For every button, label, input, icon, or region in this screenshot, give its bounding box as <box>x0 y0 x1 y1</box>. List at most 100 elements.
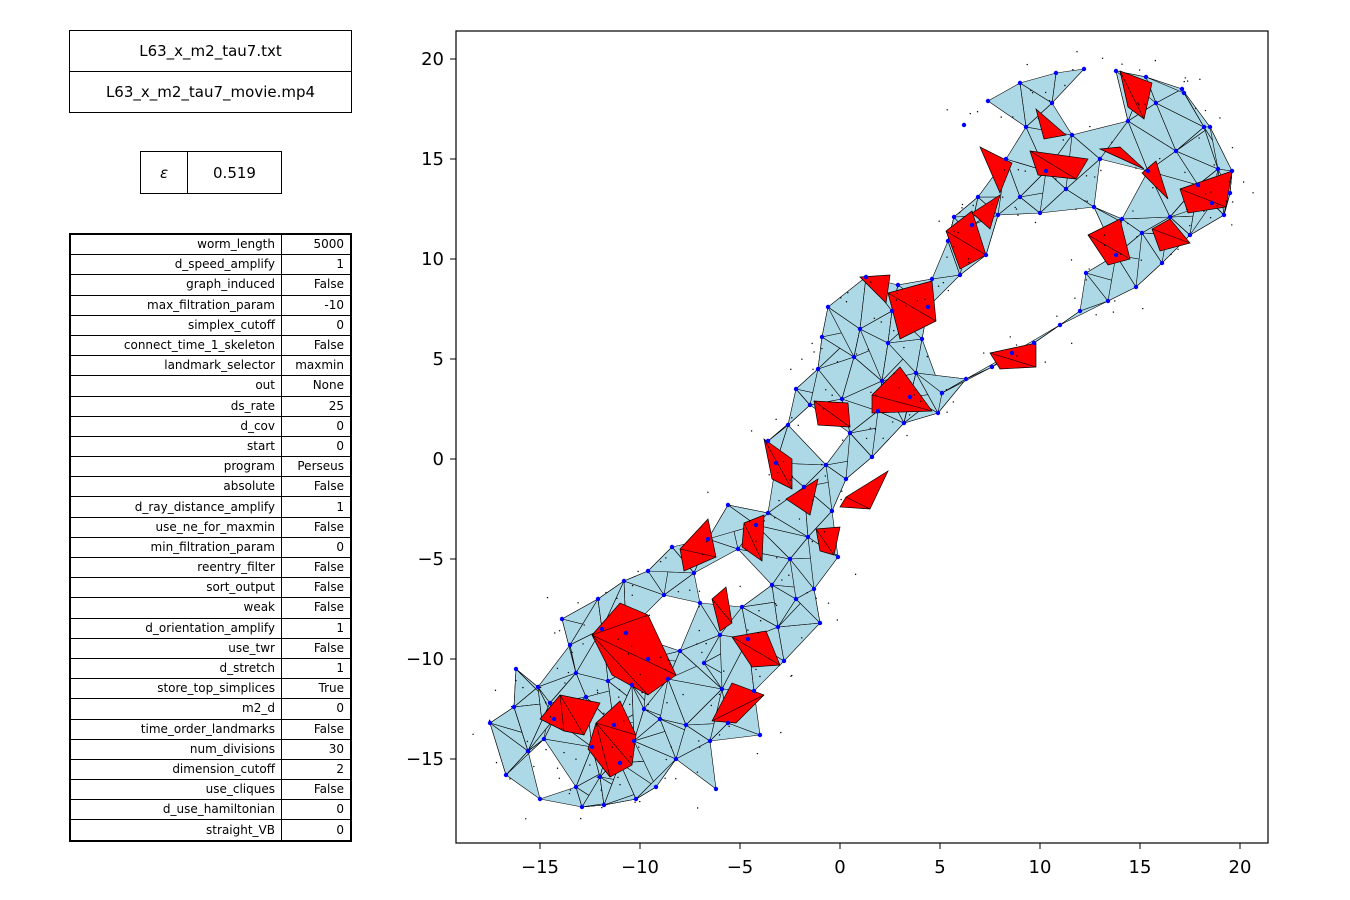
cloud-point <box>836 619 839 621</box>
parameter-name: start <box>70 435 282 458</box>
landmark-point <box>913 370 919 376</box>
cloud-point <box>600 789 603 791</box>
cloud-point <box>774 517 776 519</box>
landmark-point <box>1133 284 1139 290</box>
landmark-point <box>995 212 1001 218</box>
cloud-point <box>1209 216 1212 219</box>
cloud-point <box>698 590 701 592</box>
landmark-point <box>901 420 907 426</box>
cloud-point <box>596 689 599 691</box>
landmark-point <box>1145 168 1151 174</box>
cloud-point <box>1017 169 1020 171</box>
landmark-point <box>1053 70 1059 76</box>
cloud-point <box>1088 268 1090 270</box>
cloud-point <box>638 746 640 748</box>
parameter-value: -10 <box>281 294 351 316</box>
cloud-point <box>701 553 704 556</box>
cloud-point <box>705 540 708 543</box>
cloud-point <box>873 317 876 320</box>
cloud-point <box>905 305 907 307</box>
landmark-point <box>573 784 579 790</box>
cloud-point <box>870 281 872 283</box>
landmark-point <box>825 304 831 310</box>
epsilon-symbol: ε <box>141 152 188 193</box>
landmark-point <box>669 544 675 550</box>
landmark-point <box>725 502 731 508</box>
cloud-point <box>788 574 790 576</box>
cloud-point <box>637 570 639 573</box>
landmark-point <box>1195 182 1201 188</box>
landmark-point <box>989 364 995 370</box>
cloud-point <box>867 348 869 351</box>
cloud-point <box>618 688 621 691</box>
simplex-triangle <box>777 622 821 662</box>
cloud-point <box>627 653 630 655</box>
cloud-point <box>696 807 699 809</box>
cloud-point <box>958 211 961 214</box>
cloud-point <box>903 346 905 349</box>
highlighted-simplex <box>1035 107 1067 140</box>
cloud-point <box>825 389 827 391</box>
landmark-point <box>541 736 547 742</box>
cloud-point <box>1203 210 1205 212</box>
landmark-point <box>617 760 623 766</box>
landmark-point <box>1023 124 1029 130</box>
landmark-point <box>701 660 707 666</box>
landmark-point <box>1209 200 1215 206</box>
cloud-point <box>1101 57 1104 59</box>
highlighted-simplex <box>971 194 1001 230</box>
landmark-point <box>725 720 731 726</box>
landmark-point <box>653 784 659 790</box>
landmark-point <box>963 376 969 382</box>
cloud-point <box>1184 171 1186 174</box>
landmark-point <box>1043 168 1049 174</box>
cloud-point <box>870 391 872 393</box>
cloud-point <box>1225 200 1228 202</box>
x-tick-label: −15 <box>521 857 559 878</box>
landmark-point <box>487 720 493 726</box>
landmark-point <box>1017 80 1023 86</box>
cloud-point <box>539 686 542 689</box>
cloud-point <box>946 109 948 111</box>
cloud-point <box>582 643 584 645</box>
cloud-point <box>698 740 700 742</box>
cloud-point <box>1009 336 1011 338</box>
landmark-point <box>1105 298 1111 304</box>
landmark-point <box>1083 270 1089 276</box>
cloud-point <box>545 748 547 751</box>
y-tick-label: 0 <box>433 449 444 470</box>
cloud-point <box>968 261 970 264</box>
landmark-point <box>951 214 957 220</box>
cloud-point <box>789 479 791 481</box>
landmark-point <box>769 582 775 588</box>
cloud-point <box>605 591 607 594</box>
cloud-point <box>1044 91 1047 94</box>
cloud-point <box>827 602 830 604</box>
cloud-point <box>546 596 549 599</box>
cloud-point <box>1111 141 1113 144</box>
cloud-point <box>855 353 858 355</box>
landmark-point <box>1125 118 1131 124</box>
landmark-point <box>677 648 683 654</box>
landmark-point <box>773 460 779 466</box>
cloud-point <box>701 651 703 654</box>
landmark-point <box>765 438 771 444</box>
landmark-point <box>1017 194 1023 200</box>
landmark-point <box>1113 68 1119 74</box>
landmark-point <box>793 386 799 392</box>
cloud-point <box>1199 78 1201 80</box>
landmark-point <box>823 462 829 468</box>
parameter-row: d_stretch 1 <box>70 657 351 680</box>
cloud-point <box>953 230 955 233</box>
landmark-point <box>1049 100 1055 106</box>
cloud-point <box>937 285 940 287</box>
landmark-point <box>1031 340 1037 346</box>
simplex-edge <box>1151 228 1191 244</box>
movie-file-name: L63_x_m2_tau7_movie.mp4 <box>105 83 316 101</box>
simplex-edge <box>591 634 649 696</box>
cloud-point <box>1204 193 1207 195</box>
landmark-point <box>1215 166 1221 172</box>
cloud-point <box>1137 102 1139 104</box>
cloud-point <box>913 394 915 396</box>
